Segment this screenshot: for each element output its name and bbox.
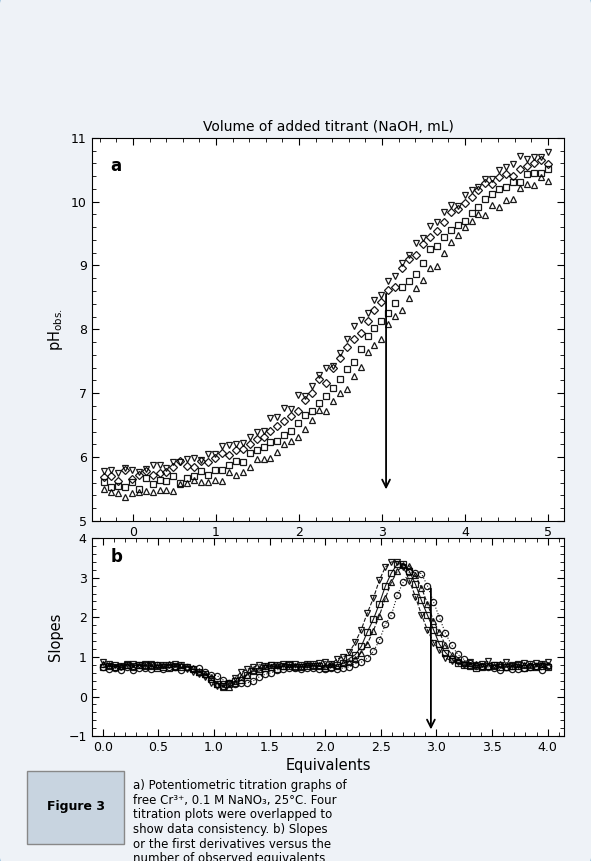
Title: Volume of added titrant (NaOH, mL): Volume of added titrant (NaOH, mL) xyxy=(203,120,453,133)
Text: free Cr³⁺, 0.1 M NaNO₃, 25°C. Four: free Cr³⁺, 0.1 M NaNO₃, 25°C. Four xyxy=(133,794,337,807)
Text: number of observed equivalents.: number of observed equivalents. xyxy=(133,852,329,861)
Text: show data consistency. b) Slopes: show data consistency. b) Slopes xyxy=(133,823,327,836)
Text: Figure 3: Figure 3 xyxy=(47,800,105,814)
Text: or the first derivatives versus the: or the first derivatives versus the xyxy=(133,838,331,851)
Text: a) Potentiometric titration graphs of: a) Potentiometric titration graphs of xyxy=(133,779,346,792)
Y-axis label: Slopes: Slopes xyxy=(48,613,63,661)
Text: titration plots were overlapped to: titration plots were overlapped to xyxy=(133,808,332,821)
Y-axis label: pH$_{\mathregular{obs.}}$: pH$_{\mathregular{obs.}}$ xyxy=(46,308,66,350)
X-axis label: Equivalents: Equivalents xyxy=(285,759,371,773)
Text: a: a xyxy=(111,157,122,175)
Text: b: b xyxy=(111,548,122,566)
